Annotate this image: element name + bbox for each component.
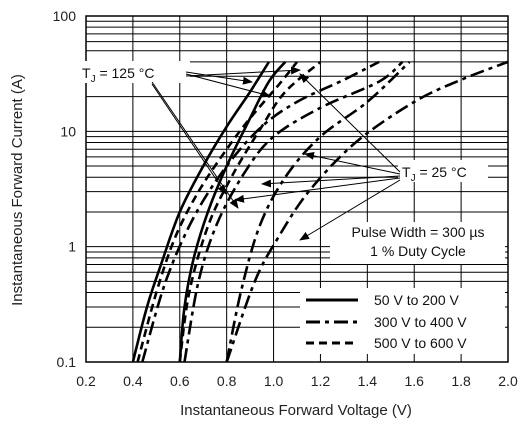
duty-cycle-note: 1 % Duty Cycle <box>370 243 466 259</box>
x-tick-label: 1.2 <box>311 373 331 389</box>
legend-entry-0: 50 V to 200 V <box>374 292 460 308</box>
y-tick-label: 100 <box>53 8 77 24</box>
pulse-info-bg <box>330 222 505 264</box>
leader-tj25-0 <box>299 73 401 173</box>
legend-entry-2: 500 V to 600 V <box>374 335 467 351</box>
tick-labels: 0.2 0.4 0.6 0.8 1.0 1.2 1.4 1.6 1.8 2.0 0.1 1 10 100 <box>53 8 518 389</box>
leader-tj125-1 <box>185 73 271 98</box>
leader-tj125-0 <box>185 71 253 85</box>
x-tick-label: 0.2 <box>76 373 96 389</box>
x-tick-label: 1.6 <box>404 373 424 389</box>
annotations: TJ = 125 °C TJ = 25 °C Pulse Width = 300… <box>78 61 505 264</box>
series-curve-7 <box>225 60 509 363</box>
x-axis-label: Instantaneous Forward Voltage (V) <box>180 402 412 419</box>
annotation-tj125-bg <box>78 61 190 83</box>
annotation-leaders <box>151 66 401 241</box>
legend-entry-1: 300 V to 400 V <box>374 314 467 330</box>
series-curve-2 <box>136 61 299 363</box>
legend: 50 V to 200 V 300 V to 400 V 500 V to 60… <box>300 288 505 354</box>
leader-tj25-3 <box>234 177 401 203</box>
leader-tj25-1 <box>304 151 401 175</box>
pulse-width-note: Pulse Width = 300 µs <box>352 224 485 240</box>
x-tick-label: 1.0 <box>264 373 284 389</box>
annotation-tj125: TJ = 125 °C <box>82 65 154 85</box>
series-curve-4 <box>141 60 380 363</box>
leader-tj25-4 <box>299 179 401 241</box>
series-layer <box>131 60 509 363</box>
y-tick-label: 10 <box>60 123 76 139</box>
x-tick-label: 0.6 <box>170 373 190 389</box>
annotation-tj25-bg <box>398 160 488 182</box>
y-tick-label: 0.1 <box>57 354 77 370</box>
leader-tj25-2 <box>261 175 401 188</box>
series-curve-0 <box>131 61 270 363</box>
x-tick-label: 2.0 <box>498 373 518 389</box>
series-curve-3 <box>178 60 322 363</box>
x-tick-label: 0.8 <box>217 373 237 389</box>
annotation-tj25: TJ = 25 °C <box>402 164 467 184</box>
series-curve-1 <box>178 61 287 363</box>
y-axis-label: Instantaneous Forward Current (A) <box>9 74 26 306</box>
leader-tj125-2 <box>185 66 301 77</box>
x-tick-label: 1.4 <box>358 373 378 389</box>
x-tick-label: 0.4 <box>123 373 143 389</box>
x-tick-label: 1.8 <box>451 373 471 389</box>
y-tick-label: 1 <box>68 239 76 255</box>
leader-tj125-4 <box>151 83 227 195</box>
